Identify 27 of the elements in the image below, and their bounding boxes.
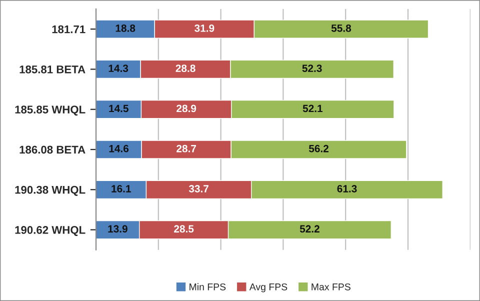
y-tick-label: 185.85 WHQL xyxy=(15,106,86,116)
y-tick-label: 190.62 WHQL xyxy=(15,226,86,236)
data-label: 52.1 xyxy=(302,104,323,112)
data-label: 28.7 xyxy=(176,144,196,152)
data-label: 14.6 xyxy=(109,144,129,152)
y-tick-label: 181.71 xyxy=(52,25,86,34)
data-label: 61.3 xyxy=(337,185,357,192)
legend-label: Min FPS xyxy=(190,283,226,290)
data-label: 13.9 xyxy=(108,225,128,233)
data-label: 28.8 xyxy=(176,64,196,72)
data-label: 55.8 xyxy=(331,24,352,32)
data-label: 28.5 xyxy=(174,225,194,233)
data-label: 56.2 xyxy=(308,144,328,152)
data-label: 18.8 xyxy=(116,24,136,32)
y-tick-label: 190.38 WHQL xyxy=(15,186,86,196)
y-tick-label: 186.08 BETA xyxy=(20,146,86,154)
legend-label: Avg FPS xyxy=(249,283,288,292)
data-label: 14.3 xyxy=(108,64,128,72)
data-label: 14.5 xyxy=(109,104,128,112)
data-label: 33.7 xyxy=(188,185,208,192)
data-label: 52.2 xyxy=(300,225,320,233)
data-label: 52.3 xyxy=(302,64,322,72)
data-label: 31.9 xyxy=(194,24,214,32)
data-label: 16.1 xyxy=(112,185,131,192)
data-label: 28.9 xyxy=(176,104,196,112)
legend-label: Max FPS xyxy=(312,283,350,290)
y-tick-label: 185.81 BETA xyxy=(20,65,86,74)
